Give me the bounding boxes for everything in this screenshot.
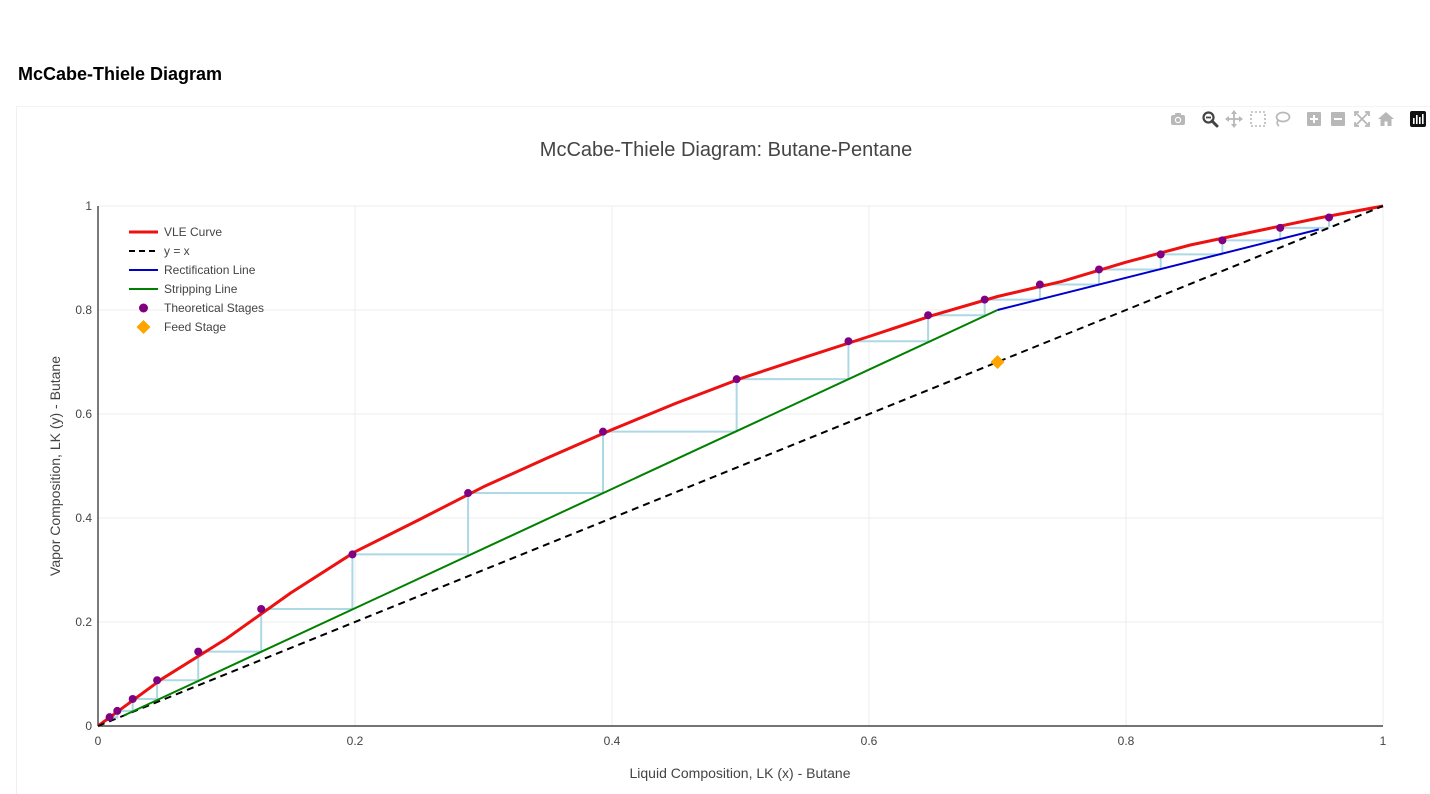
legend-label: Stripping Line (164, 282, 238, 296)
y-tick-label: 0 (85, 719, 92, 733)
legend-item[interactable]: Rectification Line (129, 263, 256, 277)
x-tick-label: 0.2 (347, 734, 364, 748)
chart-title: McCabe-Thiele Diagram: Butane-Pentane (540, 139, 912, 161)
camera-icon[interactable] (1168, 109, 1188, 129)
plotly-logo-icon[interactable] (1408, 109, 1428, 129)
stage-point (1218, 236, 1227, 245)
y-axis-title: Vapor Composition, LK (y) - Butane (47, 356, 63, 576)
stage-point (1325, 213, 1334, 222)
legend-symbol (139, 303, 148, 313)
stage-point (128, 694, 137, 703)
stage-point (1276, 223, 1285, 232)
y-tick-label: 0.2 (75, 615, 92, 629)
y-tick-label: 1 (85, 199, 92, 213)
stripping-line-line (123, 309, 998, 717)
x-tick-label: 1 (1380, 734, 1387, 748)
stage-point (980, 295, 989, 304)
stage-point (464, 489, 473, 498)
legend-label: y = x (164, 244, 190, 258)
legend[interactable]: VLE Curve y = x Rectification Line Strippin… (129, 225, 264, 334)
legend-label: Rectification Line (164, 263, 256, 277)
legend-label: VLE Curve (164, 225, 222, 239)
stage-point (257, 605, 266, 613)
stage-point (924, 311, 933, 320)
stage-point (599, 427, 608, 436)
zoom-icon[interactable] (1200, 109, 1220, 129)
x-tick-label: 0 (95, 734, 102, 748)
legend-label: Theoretical Stages (164, 301, 264, 315)
page-title: McCabe-Thiele Diagram (18, 64, 223, 84)
stage-point (194, 647, 203, 656)
x-tick-label: 0.6 (861, 734, 878, 748)
lasso-select-icon[interactable] (1272, 109, 1292, 129)
legend-item[interactable]: Stripping Line (129, 282, 238, 296)
plot-container (16, 106, 1430, 794)
stage-point (844, 337, 853, 346)
legend-item[interactable]: Feed Stage (136, 320, 227, 334)
rectification-line-line (997, 228, 1320, 311)
stage-point (1095, 265, 1104, 274)
axes: 0 0.2 0.4 0.6 0.8 1 0 0.2 0.4 0.6 0.8 1 (75, 199, 1386, 748)
stage-point (105, 713, 114, 722)
x-tick-label: 0.4 (604, 734, 621, 748)
stage-point (113, 706, 122, 715)
legend-symbol (136, 320, 151, 334)
legend-item[interactable]: y = x (129, 244, 190, 258)
autoscale-icon[interactable] (1352, 109, 1372, 129)
stage-point (153, 676, 162, 685)
pan-icon[interactable] (1224, 109, 1244, 129)
series-lines (97, 204, 1384, 728)
y-tick-label: 0.8 (75, 303, 92, 317)
reset-axes-icon[interactable] (1376, 109, 1396, 129)
zoom-out-icon[interactable] (1328, 109, 1348, 129)
legend-item[interactable]: Theoretical Stages (139, 301, 264, 315)
stage-point (1156, 250, 1165, 259)
y-x-line (97, 205, 1384, 727)
y-tick-label: 0.6 (75, 407, 92, 421)
y-tick-label: 0.4 (75, 511, 92, 525)
x-tick-label: 0.8 (1118, 734, 1135, 748)
series-markers (105, 213, 1334, 722)
stage-steps (108, 216, 1331, 723)
stage-point (732, 375, 741, 384)
box-select-icon[interactable] (1248, 109, 1268, 129)
x-axis-title: Liquid Composition, LK (x) - Butane (630, 765, 851, 781)
legend-item[interactable]: VLE Curve (129, 225, 222, 239)
legend-label: Feed Stage (164, 320, 226, 334)
stage-point (348, 550, 357, 559)
feed-stage-point (990, 355, 1005, 369)
zoom-in-icon[interactable] (1304, 109, 1324, 129)
stage-point (1035, 280, 1044, 289)
